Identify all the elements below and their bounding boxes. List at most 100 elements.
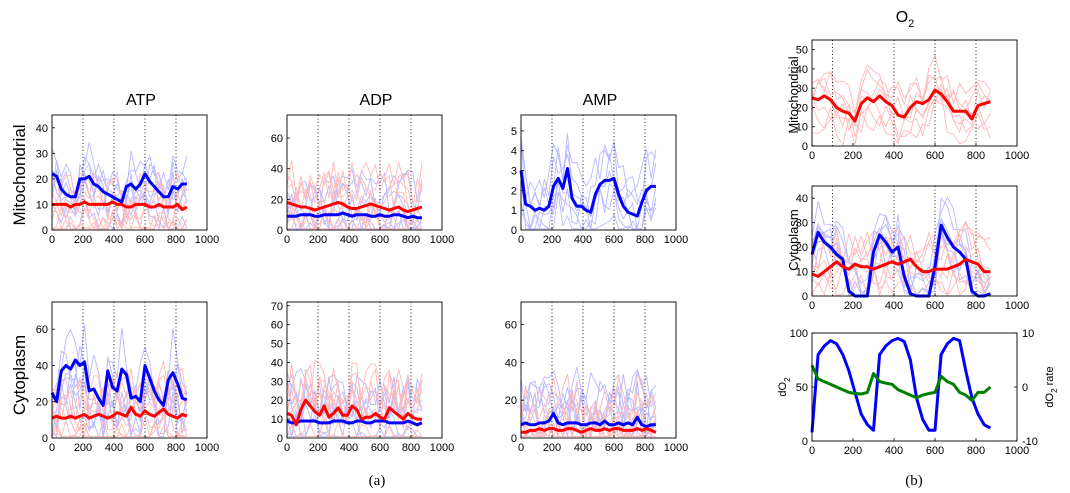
y-tick-label: 0	[42, 433, 48, 445]
series-line-1	[51, 405, 188, 420]
y-tick-label: 40	[796, 193, 808, 205]
series-line-1	[286, 398, 422, 427]
y-axis-label-right-suffix: rate	[1044, 366, 1056, 388]
series-line-0	[286, 419, 423, 427]
faint-trace	[521, 132, 657, 214]
y-axis-label-left: dO2	[777, 377, 792, 397]
faint-trace	[52, 423, 187, 438]
row-label-cytoplasm: Cytoplasm	[10, 335, 29, 415]
panel-amp_cyto: 0 200 400 600 800 1000 0 20 40 60	[505, 301, 688, 454]
faint-trace	[812, 263, 991, 296]
y-tick-label: 0	[802, 291, 808, 303]
x-tick-label: 600	[136, 234, 154, 246]
faint-trace	[812, 54, 991, 114]
panel-o2_mito: 0 200 400 600 800 1000 0 10 20 30 40 50	[796, 39, 1029, 162]
y-tick-label: 30	[796, 218, 808, 230]
col-title-atp: ATP	[126, 92, 156, 109]
series-line-1	[810, 364, 992, 402]
x-tick-label: 0	[518, 234, 524, 246]
y-tick-label: 50	[271, 339, 283, 351]
x-tick-label: 400	[105, 442, 123, 454]
y-tick-label: 40	[796, 64, 808, 76]
faint-traces	[812, 54, 991, 146]
series-line-0	[51, 172, 187, 204]
faint-trace	[521, 192, 657, 230]
y-tick-label: 20	[796, 242, 808, 254]
faint-trace	[521, 368, 657, 417]
axes-frame	[286, 301, 443, 439]
x-tick-label: 200	[309, 234, 327, 246]
x-tick-label: 0	[49, 442, 55, 454]
faint-trace	[287, 171, 423, 210]
x-tick-label: 1000	[430, 234, 454, 246]
y-tick-label: 20	[36, 174, 48, 186]
x-tick-label: 0	[284, 234, 290, 246]
y-axis-label-right: dO2 rate	[1044, 366, 1059, 407]
faint-trace	[287, 417, 422, 438]
x-tick-label: 0	[809, 445, 815, 457]
x-tick-label: 800	[636, 442, 654, 454]
faint-trace	[287, 201, 423, 230]
axes-frame	[811, 185, 1018, 297]
series-line-0	[810, 336, 992, 433]
series-line-1	[286, 200, 423, 214]
axes-frame	[51, 114, 208, 231]
x-tick-label: 400	[340, 442, 358, 454]
x-tick-label: 800	[967, 300, 985, 312]
x-tick-label: 200	[844, 150, 862, 162]
faint-trace	[287, 171, 423, 214]
y-tick-label: 10	[271, 414, 283, 426]
x-tick-label: 200	[844, 300, 862, 312]
faint-trace	[521, 373, 657, 421]
y-tick-label: 1	[511, 205, 517, 217]
y-tick-label: 10	[796, 122, 808, 134]
x-tick-label: 200	[543, 234, 561, 246]
y-tick-label: 0	[42, 225, 48, 237]
faint-trace	[812, 84, 991, 138]
y-tick-label: 0	[802, 141, 808, 153]
y-tick-label: 0	[277, 225, 283, 237]
o2-title-main: O	[896, 9, 908, 26]
y-tick-label: 2	[511, 185, 517, 197]
series-line-0	[287, 211, 422, 220]
panel-adp_mito: 0 200 400 600 800 1000 0 20 40 60	[271, 114, 454, 246]
x-tick-label: 200	[74, 442, 92, 454]
y-tick-label: 40	[271, 357, 283, 369]
o2-title-sub: 2	[908, 18, 914, 30]
y-tick-label: 60	[271, 320, 283, 332]
x-tick-label: 600	[136, 442, 154, 454]
y-tick-label: 70	[271, 301, 283, 313]
y-tick-label-right: 0	[1022, 382, 1028, 394]
y-tick-label: 20	[796, 102, 808, 114]
x-tick-label: 200	[74, 234, 92, 246]
faint-trace	[812, 64, 991, 115]
faint-trace	[287, 170, 423, 212]
faint-trace	[812, 91, 991, 146]
faint-trace	[52, 159, 188, 215]
faint-trace	[812, 196, 991, 294]
faint-trace	[287, 187, 423, 229]
panel-atp_cyto: 0 200 400 600 800 1000 0 20 40 60	[36, 301, 219, 454]
faint-trace	[287, 204, 422, 230]
x-tick-label: 1000	[430, 442, 454, 454]
x-tick-label: 1000	[1005, 300, 1029, 312]
o2-row-label-cytoplasm: Cytoplasm	[786, 209, 801, 270]
x-tick-label: 0	[49, 234, 55, 246]
x-tick-label: 600	[926, 150, 944, 162]
y-tick-label: 40	[36, 123, 48, 135]
series-line-1	[521, 427, 657, 434]
o2-row-label-mitochondrial: Mitochondrial	[786, 56, 801, 133]
y-axis-label-left-sub: 2	[783, 377, 792, 382]
y-tick-label: 3	[511, 166, 517, 178]
x-tick-label: 600	[371, 234, 389, 246]
x-tick-label: 800	[167, 442, 185, 454]
x-tick-label: 0	[284, 442, 290, 454]
faint-trace	[52, 169, 188, 229]
x-tick-label: 1000	[664, 442, 688, 454]
col-title-adp: ADP	[360, 92, 393, 109]
y-tick-label: 0	[511, 433, 517, 445]
caption-b: (b)	[905, 473, 923, 489]
faint-traces	[287, 160, 423, 230]
